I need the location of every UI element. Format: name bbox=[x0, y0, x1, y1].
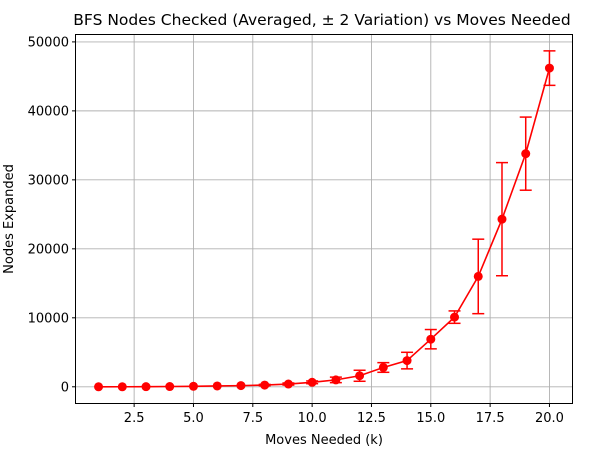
series-line bbox=[98, 67, 551, 388]
y-tick-label: 20000 bbox=[28, 242, 69, 257]
data-point bbox=[260, 380, 270, 390]
y-tick-label: 10000 bbox=[28, 311, 69, 326]
y-tick-label: 30000 bbox=[28, 173, 69, 188]
y-tick-label: 40000 bbox=[28, 104, 69, 119]
x-tick-label: 10.0 bbox=[298, 411, 327, 426]
x-tick-label: 12.5 bbox=[357, 411, 386, 426]
x-tick-label: 17.5 bbox=[476, 411, 505, 426]
data-point bbox=[402, 356, 412, 366]
x-tick-label: 7.5 bbox=[242, 411, 263, 426]
data-point bbox=[497, 214, 507, 224]
data-point bbox=[283, 379, 293, 389]
data-point bbox=[473, 271, 483, 281]
data-point bbox=[165, 382, 175, 392]
chart-title: BFS Nodes Checked (Averaged, ± 2 Variati… bbox=[73, 11, 570, 29]
data-point bbox=[94, 382, 104, 392]
x-tick-label: 2.5 bbox=[124, 411, 145, 426]
x-tick-label: 15.0 bbox=[416, 411, 445, 426]
grid-layer bbox=[76, 35, 572, 403]
data-point bbox=[378, 362, 388, 372]
data-point bbox=[331, 375, 341, 385]
data-point bbox=[450, 312, 460, 322]
y-tick-label: 50000 bbox=[28, 35, 69, 50]
data-point bbox=[236, 381, 246, 391]
data-point bbox=[117, 382, 127, 392]
data-point bbox=[426, 334, 436, 344]
data-point bbox=[188, 381, 198, 391]
data-point bbox=[212, 381, 222, 391]
x-tick-label: 20.0 bbox=[535, 411, 564, 426]
series-layer bbox=[94, 50, 556, 392]
y-tick-label: 0 bbox=[61, 380, 69, 395]
y-axis: 0 10000 20000 30000 40000 50000 bbox=[28, 35, 76, 395]
y-axis-label: Nodes Expanded bbox=[2, 164, 17, 274]
data-point bbox=[544, 63, 554, 73]
data-point bbox=[141, 382, 151, 392]
x-axis: 2.5 5.0 7.5 10.0 12.5 15.0 17.5 20.0 bbox=[124, 403, 564, 426]
x-axis-label: Moves Needed (k) bbox=[265, 433, 383, 448]
data-point bbox=[307, 377, 317, 387]
data-point bbox=[355, 371, 365, 381]
plot-frame bbox=[75, 34, 573, 404]
data-point bbox=[521, 149, 531, 159]
x-tick-label: 5.0 bbox=[183, 411, 204, 426]
